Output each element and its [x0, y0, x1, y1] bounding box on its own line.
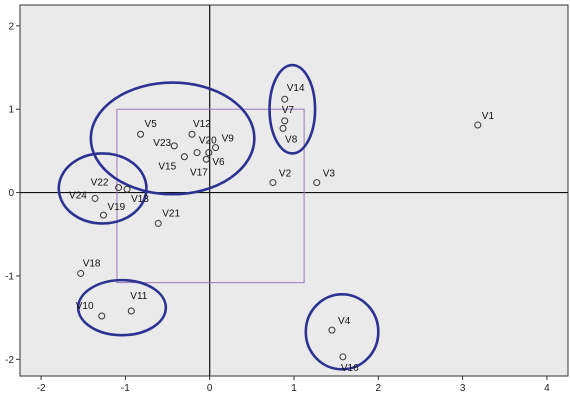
point-label-v6: V6 — [212, 157, 225, 168]
ellipse-cluster-bottom-right — [304, 292, 380, 371]
point-label-v12: V12 — [193, 119, 211, 130]
point-label-v14: V14 — [287, 83, 305, 94]
point-v13 — [123, 185, 131, 193]
x-tick-label: 0 — [207, 383, 213, 394]
point-v14 — [281, 95, 289, 103]
y-tick-label: 2 — [8, 21, 14, 32]
point-label-v5: V5 — [145, 119, 158, 130]
x-tick-label: 2 — [376, 383, 382, 394]
point-v15 — [180, 153, 188, 161]
point-v19 — [99, 211, 107, 219]
ellipse-cluster-top-center — [89, 81, 256, 196]
y-tick-label: -2 — [5, 355, 14, 366]
point-v1 — [474, 121, 482, 129]
point-v24 — [91, 194, 99, 202]
x-tick-label: 1 — [291, 383, 297, 394]
point-label-v13: V13 — [131, 194, 149, 205]
point-label-v22: V22 — [91, 178, 109, 189]
point-v21 — [154, 219, 162, 227]
x-tick-label: -2 — [37, 383, 46, 394]
point-v20 — [205, 149, 213, 157]
point-v6 — [202, 155, 210, 163]
point-v7 — [281, 117, 289, 125]
point-label-v3: V3 — [323, 169, 336, 180]
y-tick-label: -1 — [5, 271, 14, 282]
range-box — [116, 108, 305, 284]
point-v10 — [98, 312, 106, 320]
plot-area — [19, 4, 569, 377]
point-v12 — [188, 130, 196, 138]
point-label-v1: V1 — [482, 111, 495, 122]
point-label-v4: V4 — [338, 316, 351, 327]
point-label-v17: V17 — [190, 168, 208, 179]
point-label-v7: V7 — [282, 105, 295, 116]
point-v18 — [77, 269, 85, 277]
point-v9 — [212, 144, 220, 152]
point-label-v16: V16 — [341, 363, 359, 374]
point-label-v21: V21 — [162, 208, 180, 219]
point-label-v10: V10 — [76, 301, 94, 312]
point-v23 — [170, 142, 178, 150]
point-v11 — [127, 307, 135, 315]
point-v3 — [313, 179, 321, 187]
y-tick-label: 0 — [8, 188, 14, 199]
point-label-v8: V8 — [285, 134, 298, 145]
point-label-v15: V15 — [158, 162, 176, 173]
x-tick-label: 4 — [544, 383, 550, 394]
point-v5 — [137, 130, 145, 138]
point-v4 — [328, 326, 336, 334]
point-label-v9: V9 — [222, 134, 235, 145]
y-tick-label: 1 — [8, 105, 14, 116]
x-tick-label: -1 — [121, 383, 130, 394]
point-v22 — [115, 184, 123, 192]
point-label-v19: V19 — [107, 202, 125, 213]
point-v8 — [279, 124, 287, 132]
ellipse-cluster-top-right — [268, 63, 317, 155]
ellipse-cluster-left — [57, 152, 148, 225]
point-label-v2: V2 — [279, 169, 292, 180]
point-label-v23: V23 — [153, 138, 171, 149]
point-label-v18: V18 — [83, 258, 101, 269]
point-v16 — [339, 353, 347, 361]
point-v2 — [269, 179, 277, 187]
point-label-v20: V20 — [199, 136, 217, 147]
ellipse-cluster-bottom-left — [76, 278, 168, 337]
point-label-v24: V24 — [69, 190, 87, 201]
point-label-v11: V11 — [130, 291, 147, 302]
point-v17 — [193, 149, 201, 157]
x-tick-label: 3 — [460, 383, 466, 394]
